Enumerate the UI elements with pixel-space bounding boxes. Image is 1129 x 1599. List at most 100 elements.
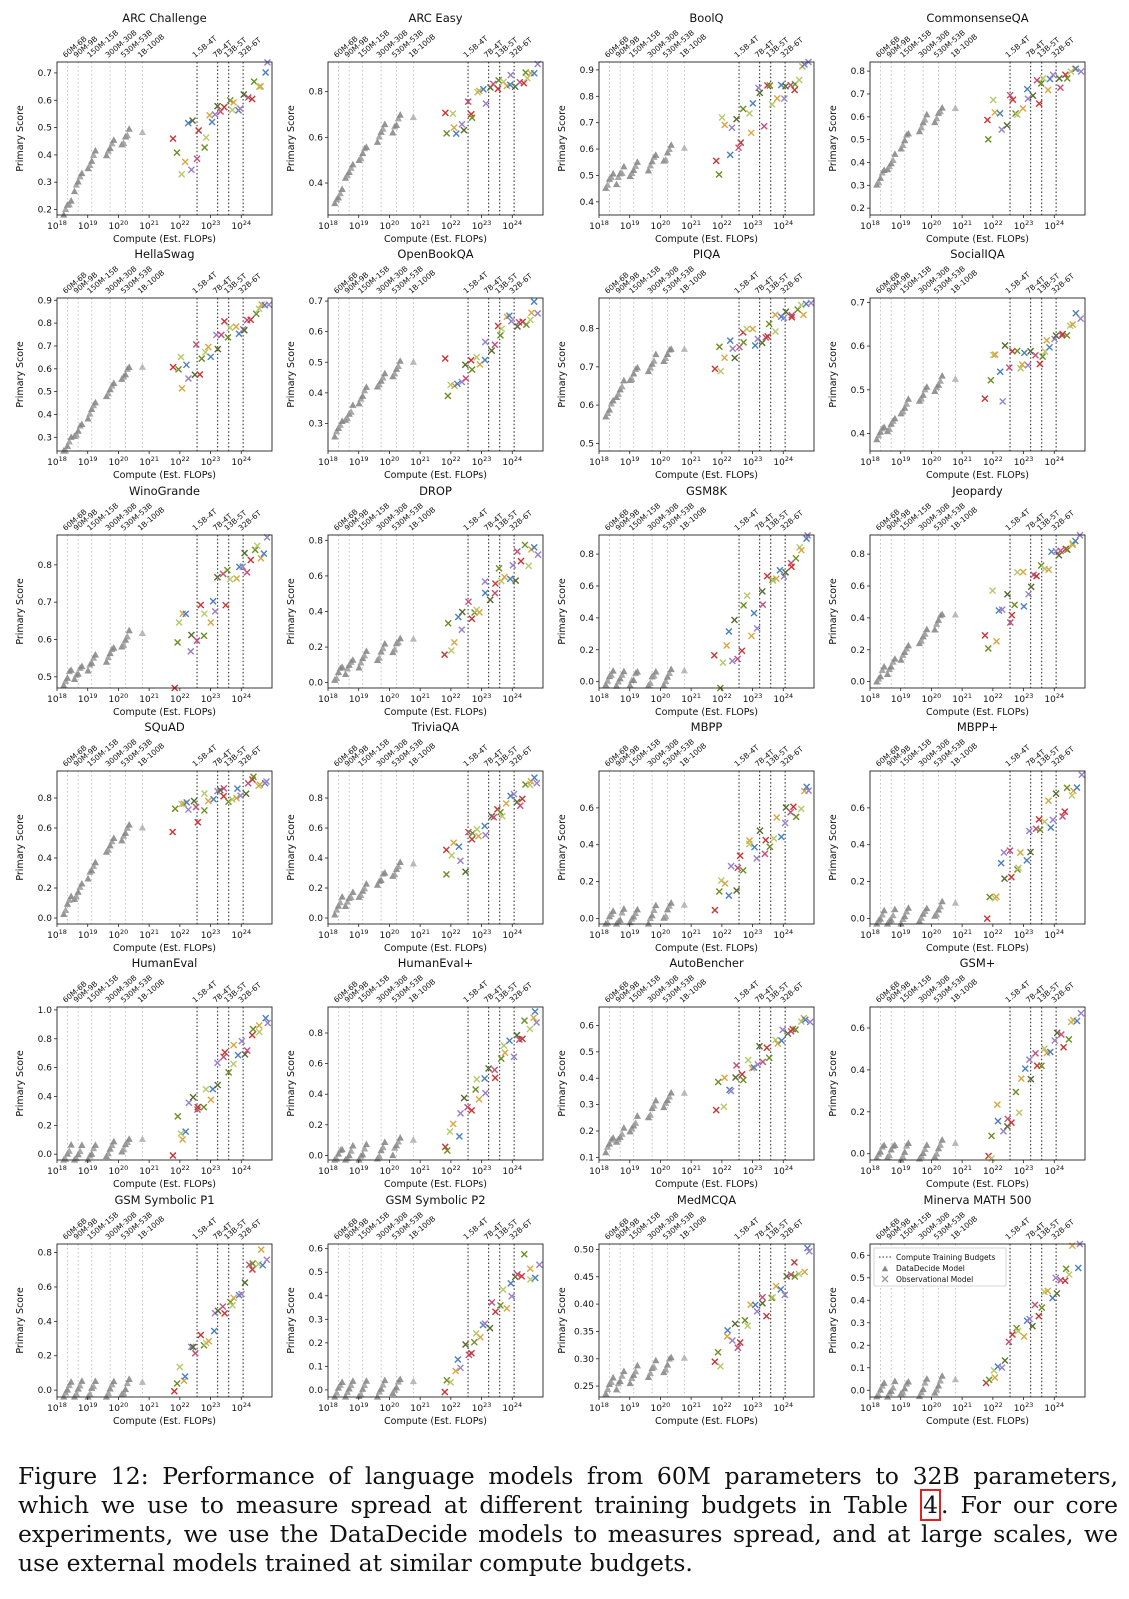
x-tick-label: 1018 bbox=[318, 1401, 338, 1414]
y-tick-label: 0.4 bbox=[309, 389, 324, 399]
datadecide-point bbox=[604, 181, 612, 188]
datadecide-point bbox=[347, 164, 355, 171]
observational-point bbox=[747, 129, 755, 137]
observational-point bbox=[462, 375, 470, 383]
x-tick-label: 1020 bbox=[651, 692, 671, 705]
observational-point bbox=[462, 868, 470, 876]
figure-caption: Figure 12: Performance of language model… bbox=[18, 1462, 1118, 1578]
subplot: GSM Symbolic P260M-6B90M-9B150M-15B300M-… bbox=[286, 1193, 544, 1427]
subplot: Minerva MATH 50060M-6B90M-9B150M-15B300M… bbox=[828, 1193, 1086, 1427]
observational-point bbox=[795, 76, 803, 84]
datadecide-point bbox=[631, 909, 640, 916]
datadecide-point bbox=[633, 158, 641, 165]
observational-point bbox=[769, 577, 777, 585]
x-tick-label: 1020 bbox=[109, 455, 129, 468]
datadecide-point bbox=[86, 409, 94, 417]
datadecide-point bbox=[602, 680, 610, 688]
x-tick-label: 1019 bbox=[78, 928, 98, 941]
y-tick-label: 0.5 bbox=[580, 171, 594, 181]
datadecide-point bbox=[934, 1144, 943, 1152]
observational-point bbox=[190, 797, 198, 805]
datadecide-point bbox=[880, 662, 888, 670]
y-tick-label: 0.6 bbox=[851, 1251, 866, 1261]
datadecide-point bbox=[78, 662, 86, 670]
datadecide-point bbox=[873, 1153, 881, 1161]
x-tick-label: 1018 bbox=[589, 1164, 609, 1177]
y-tick-label: 0.4 bbox=[38, 854, 53, 864]
observational-point bbox=[797, 1018, 805, 1026]
datadecide-point bbox=[355, 1156, 363, 1163]
datadecide-point bbox=[104, 846, 112, 853]
observational-point bbox=[1046, 75, 1054, 83]
datadecide-point bbox=[644, 166, 653, 174]
subplot: MBPP+60M-6B90M-9B150M-15B300M-30B530M-53… bbox=[828, 720, 1086, 954]
datadecide-point bbox=[904, 904, 912, 911]
datadecide-point bbox=[618, 169, 626, 177]
x-tick-label: 1019 bbox=[891, 219, 911, 232]
observational-point bbox=[178, 170, 186, 178]
datadecide-point bbox=[125, 125, 133, 132]
observational-point bbox=[780, 95, 788, 103]
x-tick-label: 1021 bbox=[681, 1164, 701, 1177]
y-tick-label: 0.6 bbox=[38, 824, 53, 834]
datadecide-point bbox=[104, 1389, 112, 1396]
datadecide-point bbox=[389, 128, 397, 136]
x-tick-label: 1020 bbox=[922, 692, 942, 705]
x-axis-label: Compute (Est. FLOPs) bbox=[655, 943, 758, 954]
y-tick-label: 0.2 bbox=[38, 206, 52, 216]
datadecide-point bbox=[650, 671, 658, 679]
datadecide-point bbox=[74, 427, 82, 434]
observational-point bbox=[989, 96, 997, 104]
observational-point bbox=[739, 105, 747, 113]
observational-point bbox=[781, 1291, 789, 1299]
observational-point bbox=[1020, 602, 1028, 610]
observational-point bbox=[259, 1261, 267, 1269]
datadecide-point bbox=[887, 662, 895, 670]
observational-point bbox=[772, 1282, 780, 1290]
datadecide-point bbox=[110, 379, 118, 386]
datadecide-point bbox=[125, 363, 133, 371]
x-axis-label: Compute (Est. FLOPs) bbox=[384, 707, 487, 718]
observational-point bbox=[248, 1031, 256, 1039]
datadecide-point bbox=[89, 862, 98, 869]
y-tick-label: 0.8 bbox=[309, 794, 324, 804]
x-axis-label: Compute (Est. FLOPs) bbox=[384, 234, 487, 245]
x-tick-label: 1024 bbox=[502, 219, 522, 232]
observational-point bbox=[991, 108, 999, 116]
datadecide-point bbox=[883, 1393, 892, 1400]
datadecide-point bbox=[106, 649, 114, 657]
y-tick-label: 0.9 bbox=[580, 66, 595, 76]
subplot: SocialIQA60M-6B90M-9B150M-15B300M-30B530… bbox=[828, 247, 1086, 481]
y-axis-label: Primary Score bbox=[286, 341, 297, 407]
x-tick-label: 1024 bbox=[502, 455, 522, 468]
table-reference-link[interactable]: 4 bbox=[920, 1489, 942, 1521]
y-tick-label: 0.6 bbox=[580, 1021, 595, 1031]
x-tick-label: 1020 bbox=[651, 1401, 671, 1414]
y-axis-label: Primary Score bbox=[286, 1287, 297, 1353]
observational-point bbox=[534, 309, 542, 317]
observational-point bbox=[751, 342, 759, 350]
datadecide-point bbox=[373, 138, 382, 145]
observational-point bbox=[981, 395, 989, 403]
observational-point bbox=[1044, 86, 1052, 94]
observational-point bbox=[1046, 1048, 1054, 1056]
datadecide-point bbox=[936, 902, 944, 910]
y-axis-label: Primary Score bbox=[15, 341, 26, 407]
y-tick-label: 0.6 bbox=[309, 824, 324, 834]
datadecide-point bbox=[630, 676, 638, 683]
observational-point bbox=[220, 317, 228, 325]
observational-point bbox=[1049, 71, 1057, 79]
observational-point bbox=[262, 1014, 270, 1022]
observational-point bbox=[178, 384, 186, 392]
x-tick-label: 1018 bbox=[860, 455, 880, 468]
x-tick-label: 1019 bbox=[78, 1401, 98, 1414]
datadecide-point bbox=[396, 357, 404, 364]
x-tick-label: 1024 bbox=[773, 455, 793, 468]
datadecide-point bbox=[650, 1363, 658, 1370]
datadecide-point bbox=[375, 380, 383, 388]
datadecide-point bbox=[667, 1353, 675, 1361]
datadecide-point bbox=[631, 1119, 640, 1126]
x-tick-label: 1018 bbox=[860, 1401, 880, 1414]
observational-point bbox=[756, 89, 764, 97]
datadecide-point bbox=[887, 916, 895, 923]
